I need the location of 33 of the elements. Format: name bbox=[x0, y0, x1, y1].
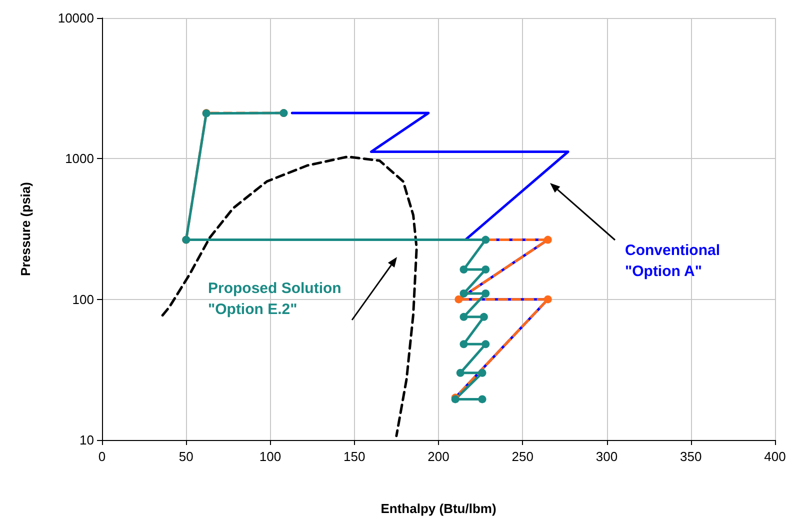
x-tick-label: 50 bbox=[178, 449, 194, 464]
annotation: Conventional "Option A" bbox=[625, 242, 720, 280]
point bbox=[482, 265, 490, 274]
x-tick-label: 150 bbox=[344, 449, 366, 464]
point bbox=[478, 368, 486, 377]
point bbox=[460, 265, 468, 274]
y-tick-label: 10 bbox=[80, 432, 94, 448]
point bbox=[482, 236, 490, 244]
point bbox=[482, 340, 490, 348]
point bbox=[456, 368, 464, 377]
y-axis-title: Pressure (psia) bbox=[18, 182, 33, 276]
x-tick-label: 200 bbox=[428, 449, 450, 464]
point bbox=[544, 295, 552, 304]
point bbox=[482, 290, 490, 298]
y-tick-label: 1000 bbox=[65, 151, 94, 166]
point bbox=[460, 290, 468, 298]
line-series bbox=[161, 155, 418, 438]
x-tick-label: 400 bbox=[764, 449, 786, 464]
x-axis-title: Enthalpy (Btu/lbm) bbox=[380, 501, 496, 516]
x-tick-label: 100 bbox=[259, 449, 282, 464]
y-tick-label: 100 bbox=[72, 292, 94, 307]
x-tick-label: 350 bbox=[680, 449, 702, 464]
x-tick-label: 300 bbox=[596, 449, 618, 464]
annotation: Proposed Solution "Option E.2" bbox=[208, 280, 342, 318]
point bbox=[478, 395, 486, 404]
point bbox=[544, 236, 552, 244]
point bbox=[460, 340, 468, 348]
point bbox=[460, 312, 468, 321]
point bbox=[480, 312, 488, 321]
x-tick-label: 250 bbox=[512, 449, 534, 464]
point bbox=[454, 295, 463, 304]
x-tick-label: 0 bbox=[98, 449, 106, 464]
y-tick-label: 10000 bbox=[58, 10, 94, 26]
